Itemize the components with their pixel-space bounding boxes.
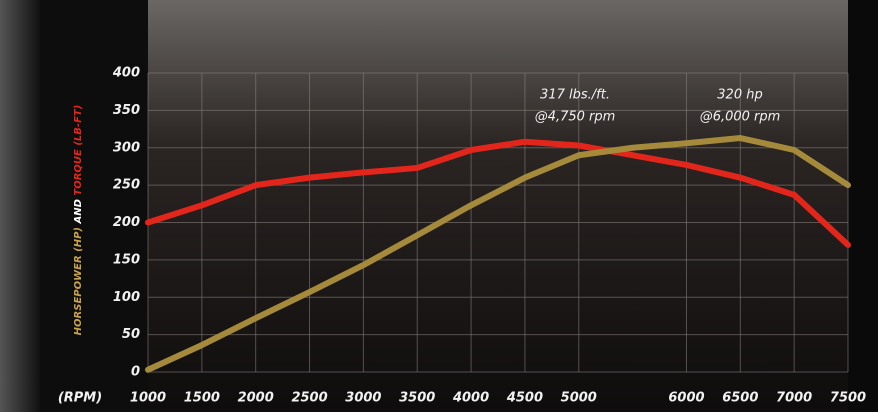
- x-tick-label: 2500: [291, 391, 327, 406]
- left-edge: [0, 0, 40, 412]
- y-tick-label: 50: [122, 327, 140, 342]
- annotation: @4,750 rpm: [535, 110, 616, 125]
- annotation: 317 lbs./ft.: [540, 88, 610, 103]
- x-tick-label: 3000: [345, 391, 381, 406]
- x-tick-label: 3500: [399, 391, 435, 406]
- y-label-part: HORSEPOWER (HP): [73, 227, 84, 335]
- x-tick-label: 6000: [668, 391, 704, 406]
- y-tick-label: 150: [113, 252, 140, 267]
- right-edge: [848, 0, 878, 412]
- x-tick-label: 7000: [776, 391, 812, 406]
- y-tick-label: 300: [113, 140, 140, 155]
- y-tick-label: 100: [113, 290, 140, 305]
- x-tick-label: 6500: [722, 391, 758, 406]
- x-tick-label: 1000: [130, 391, 166, 406]
- x-axis-label: (RPM): [58, 391, 102, 406]
- x-tick-label: 1500: [184, 391, 220, 406]
- x-tick-label: 4500: [506, 391, 543, 406]
- y-axis-label: HORSEPOWER (HP) AND TORQUE (LB-FT): [73, 105, 84, 336]
- x-tick-label: 2000: [238, 391, 274, 406]
- series-line: [145, 138, 851, 248]
- y-tick-label: 0: [131, 365, 140, 380]
- y-tick-label: 400: [112, 66, 140, 81]
- x-tick-label: 4000: [452, 391, 489, 406]
- annotation: @6,000 rpm: [700, 110, 781, 125]
- y-tick-label: 250: [113, 178, 140, 193]
- x-tick-label: 5000: [561, 391, 597, 406]
- y-label-part: AND: [73, 199, 84, 224]
- series-line: [145, 135, 851, 373]
- y-tick-label: 200: [113, 215, 140, 230]
- annotation: 320 hp: [717, 88, 762, 103]
- y-label-part: TORQUE (LB-FT): [73, 105, 84, 196]
- plot-background: [148, 0, 848, 412]
- x-tick-label: 7500: [830, 391, 866, 406]
- y-tick-label: 350: [113, 103, 140, 118]
